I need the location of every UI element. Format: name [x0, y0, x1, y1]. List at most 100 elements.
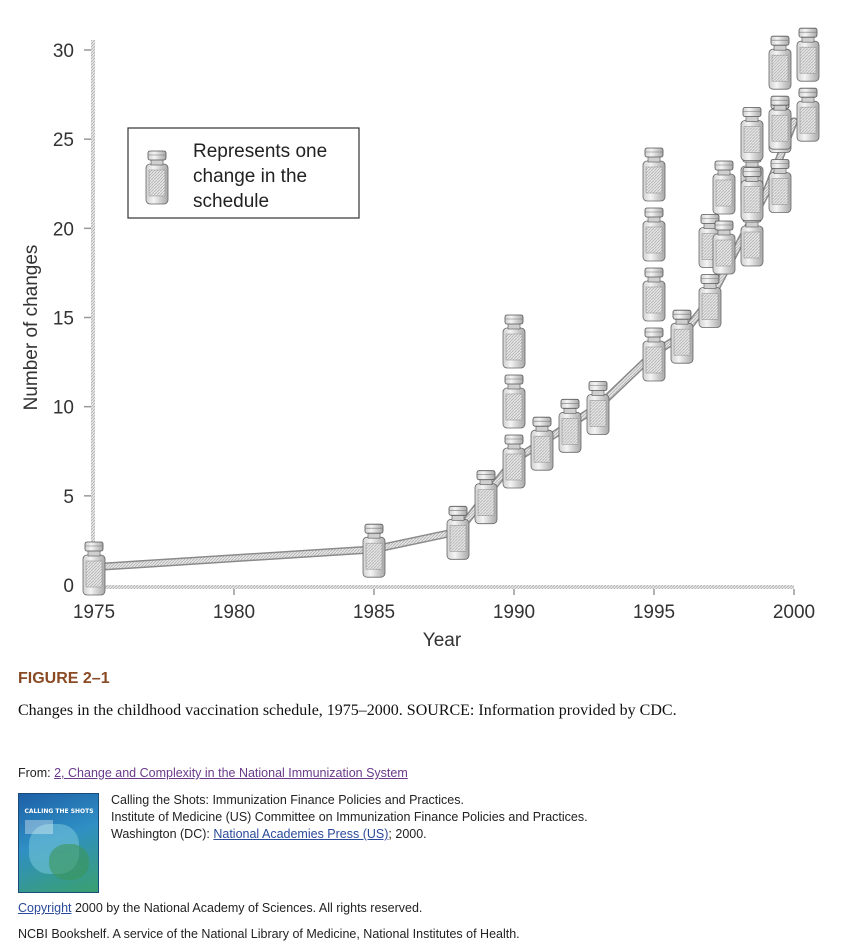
- y-tick-label: 5: [63, 487, 74, 508]
- y-tick-label: 15: [53, 309, 74, 330]
- x-tick-label: 1975: [73, 602, 115, 623]
- vial-label: [505, 333, 523, 361]
- vial-cap: [364, 523, 384, 534]
- vaccination-changes-chart: 0 5 10 15 20 25 30 1975 1980 1985 1990 1995 2000 Year…: [21, 27, 820, 651]
- vial-cap: [504, 314, 524, 325]
- vial-label: [148, 169, 166, 197]
- vial-marker: [642, 147, 666, 202]
- vial-marker: [642, 327, 666, 382]
- vial-label: [799, 106, 817, 134]
- vial-marker: [698, 274, 722, 328]
- vial-cap: [798, 87, 818, 98]
- vial-marker: [670, 309, 694, 364]
- vial-marker: [796, 87, 820, 142]
- vial-marker: [740, 107, 764, 161]
- legend-vial-icon: [145, 150, 169, 205]
- vial-cap: [588, 381, 608, 391]
- vial-label: [799, 46, 817, 74]
- vial-marker: [740, 212, 764, 267]
- vial-marker: [796, 27, 820, 82]
- vial-cap: [644, 267, 664, 278]
- vial-label: [715, 179, 733, 207]
- vial-label: [743, 231, 761, 259]
- vial-cap: [700, 214, 720, 224]
- cover-art-band: [25, 820, 53, 834]
- vial-marker: [712, 160, 736, 215]
- vial-label: [85, 560, 103, 588]
- from-line: From: 2, Change and Complexity in the Na…: [18, 766, 408, 780]
- vial-marker: [768, 159, 792, 213]
- vial-label: [505, 453, 523, 481]
- vial-marker: [502, 374, 526, 429]
- vial-cap: [742, 167, 762, 177]
- legend-text: change in the: [193, 166, 307, 187]
- y-tick-label: 30: [53, 41, 74, 62]
- publisher-prefix: Washington (DC):: [111, 827, 214, 841]
- x-tick-label: 1985: [353, 602, 395, 623]
- vial-cap: [742, 107, 762, 117]
- vial-cap: [672, 309, 692, 320]
- book-authors: Institute of Medicine (US) Committee on …: [111, 810, 588, 824]
- x-tick-label: 1990: [493, 602, 535, 623]
- x-tick-label: 2000: [773, 602, 815, 623]
- vial-cap: [504, 434, 524, 445]
- vial-cap: [644, 147, 664, 158]
- cover-art-accent: [49, 844, 89, 880]
- vial-cap: [84, 541, 104, 552]
- vial-label: [365, 542, 383, 570]
- legend-text: schedule: [193, 191, 269, 212]
- vial-marker: [82, 541, 106, 596]
- book-info: Calling the Shots: Immunization Finance …: [111, 792, 588, 843]
- x-axis: [91, 585, 794, 589]
- chapter-link[interactable]: 2, Change and Complexity in the National…: [54, 766, 408, 780]
- legend-text: Represents one: [193, 141, 327, 162]
- from-prefix: From:: [18, 766, 55, 780]
- vial-cap: [770, 35, 790, 46]
- y-tick-label: 25: [53, 130, 74, 151]
- vial-label: [771, 178, 789, 205]
- vial-label: [505, 393, 523, 421]
- x-tick-label: 1995: [633, 602, 675, 623]
- vial-label: [589, 400, 607, 427]
- vial-label: [645, 226, 663, 254]
- y-tick-label: 10: [53, 398, 74, 419]
- x-tick-label: 1980: [213, 602, 255, 623]
- vial-marker: [712, 220, 736, 275]
- copyright-link[interactable]: Copyright: [18, 901, 72, 915]
- vial-marker: [740, 167, 764, 221]
- copyright-line: Copyright 2000 by the National Academy o…: [18, 901, 422, 915]
- vial-cap: [147, 150, 167, 161]
- vial-marker: [558, 398, 582, 453]
- vial-marker: [446, 505, 470, 560]
- vial-label: [715, 239, 733, 267]
- vial-label: [449, 525, 467, 552]
- vial-marker: [768, 35, 792, 90]
- vial-cap: [644, 207, 664, 218]
- vial-cap: [560, 398, 580, 409]
- vial-label: [701, 293, 719, 320]
- y-axis: [91, 40, 95, 588]
- vial-cap: [798, 27, 818, 38]
- book-title: Calling the Shots: Immunization Finance …: [111, 793, 464, 807]
- publisher-link[interactable]: National Academies Press (US): [213, 827, 389, 841]
- vial-marker: [474, 470, 498, 525]
- publisher-line: Washington (DC): National Academies Pres…: [111, 826, 588, 843]
- vial-label: [771, 114, 789, 142]
- vial-cap: [700, 274, 720, 284]
- publisher-suffix: ; 2000.: [388, 827, 427, 841]
- vial-label: [743, 126, 761, 153]
- vial-marker: [586, 381, 610, 435]
- vial-cap: [476, 470, 496, 481]
- vial-cap: [770, 159, 790, 169]
- y-axis-label: Number of changes: [21, 245, 42, 411]
- vial-label: [645, 286, 663, 314]
- vial-cap: [770, 95, 790, 106]
- vial-marker: [362, 523, 386, 578]
- vial-label: [477, 489, 495, 516]
- vial-label: [673, 328, 691, 356]
- vial-label: [645, 346, 663, 374]
- book-cover-image[interactable]: CALLING THE SHOTS: [18, 793, 99, 893]
- x-axis-label: Year: [423, 630, 462, 651]
- vial-cap: [714, 160, 734, 171]
- vial-label: [561, 418, 579, 445]
